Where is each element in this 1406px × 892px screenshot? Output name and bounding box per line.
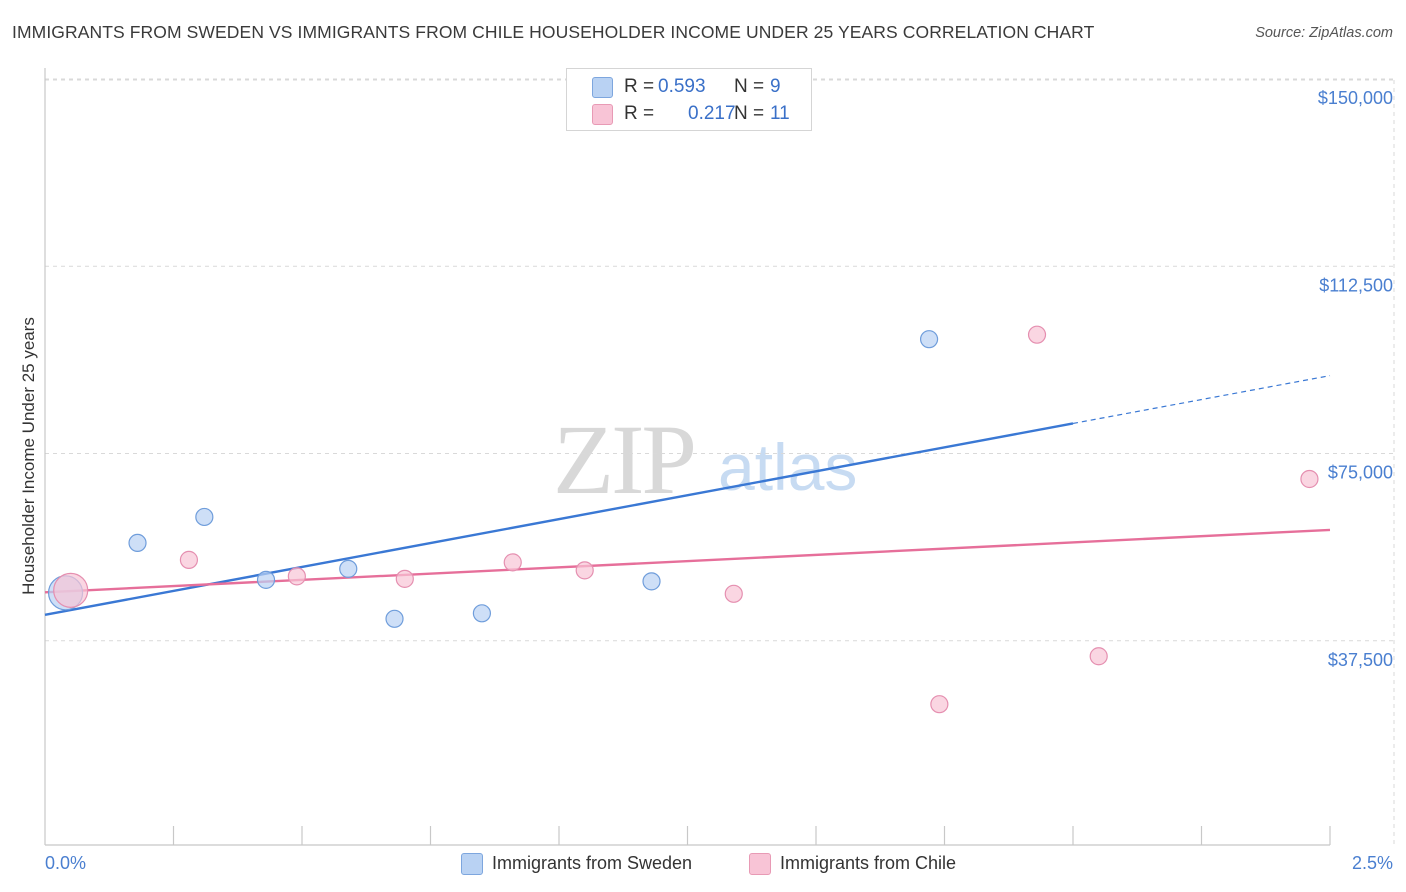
data-point-chile	[1089, 647, 1108, 666]
y-tick-label: $150,000	[1318, 88, 1393, 108]
data-point-sweden	[339, 559, 358, 578]
data-point-chile	[503, 553, 522, 572]
data-point-chile	[287, 567, 306, 586]
legend-n-label-sweden: N =	[734, 76, 765, 97]
bottom-legend-swatch-sweden	[461, 853, 483, 875]
watermark: ZIP atlas	[553, 404, 857, 515]
trend-line-chile	[44, 528, 1331, 594]
y-tick-label: $37,500	[1328, 650, 1393, 670]
bottom-legend-label-chile: Immigrants from Chile	[780, 853, 957, 873]
data-point-chile	[1027, 325, 1047, 344]
data-point-sweden	[642, 572, 661, 591]
legend-swatch-chile	[592, 104, 613, 125]
legend-r-value-chile: 0.217	[688, 103, 736, 124]
legend-r-value-sweden: 0.593	[658, 76, 706, 97]
data-point-sweden	[472, 604, 491, 623]
x-tick-labels: 0.0% 2.5%	[45, 853, 1393, 873]
watermark-zip: ZIP	[553, 404, 694, 515]
data-point-chile	[53, 572, 89, 608]
bottom-legend-label-sweden: Immigrants from Sweden	[492, 853, 693, 873]
legend-n-label-chile: N =	[734, 103, 765, 124]
chart-title: IMMIGRANTS FROM SWEDEN VS IMMIGRANTS FRO…	[12, 22, 1095, 42]
data-point-chile	[395, 569, 414, 588]
y-tick-label: $75,000	[1328, 463, 1393, 483]
trend-line-extension-sweden	[1072, 375, 1331, 425]
data-point-chile	[1300, 469, 1319, 489]
data-point-chile	[575, 561, 594, 580]
y-tick-label: $112,500	[1319, 275, 1393, 295]
bottom-legend-swatch-chile	[749, 853, 771, 875]
legend-n-value-chile: 11	[770, 103, 790, 124]
legend-n-value-sweden: 9	[770, 76, 781, 97]
data-point-chile	[724, 584, 743, 603]
source-label: Source: ZipAtlas.com	[1255, 25, 1393, 41]
data-points	[47, 325, 1319, 714]
legend-swatch-sweden	[592, 77, 613, 98]
data-point-sweden	[256, 570, 276, 589]
data-point-chile	[179, 550, 199, 569]
y-tick-labels: $37,500 $75,000 $112,500 $150,000	[1318, 88, 1393, 670]
data-point-chile	[930, 695, 949, 714]
data-point-sweden	[195, 507, 214, 527]
data-point-sweden	[919, 330, 939, 349]
legend-r-label-sweden: R =	[624, 76, 655, 97]
data-point-sweden	[385, 609, 404, 628]
x-tick-label: 2.5%	[1352, 853, 1393, 873]
legend-r-label-chile: R =	[624, 103, 655, 124]
axes	[44, 68, 1331, 846]
correlation-legend: R = 0.593 N = 9 R = 0.217 N = 11	[566, 68, 812, 131]
data-point-sweden	[128, 533, 147, 553]
x-tick-label: 0.0%	[45, 853, 86, 873]
